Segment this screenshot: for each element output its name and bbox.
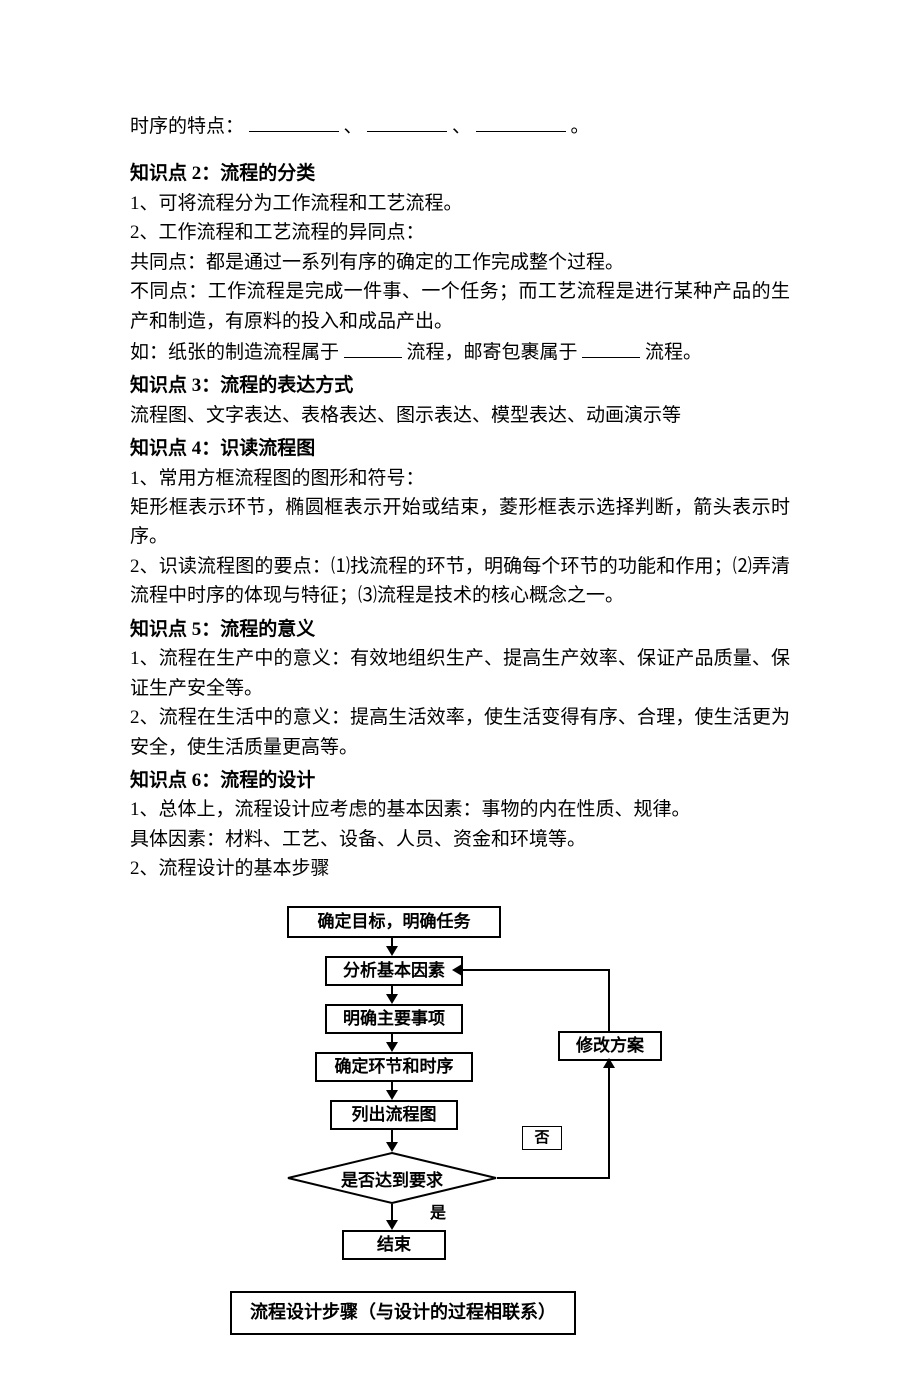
flow-node-end: 结束 — [342, 1230, 446, 1260]
kp4-line3: 2、识读流程图的要点：⑴找流程的环节，明确每个环节的功能和作用；⑵弄清流程中时序… — [130, 552, 790, 611]
document-page: 时序的特点： 、 、 。 知识点 2：流程的分类 1、可将流程分为工作流程和工艺… — [0, 0, 920, 1396]
sep-1: 、 — [344, 116, 363, 137]
arrow-2-head — [386, 994, 398, 1004]
flow-node-1-label: 确定目标，明确任务 — [318, 909, 471, 935]
kp2-line1: 1、可将流程分为工作流程和工艺流程。 — [130, 189, 790, 218]
kp6-heading: 知识点 6：流程的设计 — [130, 766, 790, 795]
blank-1[interactable] — [249, 110, 339, 132]
flow-node-3: 明确主要事项 — [325, 1004, 463, 1034]
flowchart-caption: 流程设计步骤（与设计的过程相联系） — [230, 1291, 576, 1335]
kp3-body: 流程图、文字表达、表格表达、图示表达、模型表达、动画演示等 — [130, 401, 790, 430]
blank-4[interactable] — [344, 336, 402, 358]
sep-2: 、 — [452, 116, 471, 137]
kp6-line2: 具体因素：材料、工艺、设备、人员、资金和环境等。 — [130, 825, 790, 854]
kp4-heading: 知识点 4：识读流程图 — [130, 434, 790, 463]
no-line-2 — [608, 1059, 610, 1179]
kp2-common: 共同点：都是通过一系列有序的确定的工作完成整个过程。 — [130, 248, 790, 277]
kp4-line2: 矩形框表示环节，椭圆框表示开始或结束，菱形框表示选择判断，箭头表示时序。 — [130, 493, 790, 552]
flow-node-end-label: 结束 — [377, 1232, 411, 1258]
blank-2[interactable] — [367, 110, 447, 132]
kp2-example: 如：纸张的制造流程属于 流程，邮寄包裹属于 流程。 — [130, 336, 790, 367]
kp2-diff: 不同点：工作流程是完成一件事、一个任务；而工艺流程是进行某种产品的生产和制造，有… — [130, 277, 790, 336]
kp2-heading: 知识点 2：流程的分类 — [130, 159, 790, 188]
blank-5[interactable] — [582, 336, 640, 358]
flow-decision-label: 是否达到要求 — [287, 1168, 497, 1194]
flow-node-4: 确定环节和时序 — [315, 1052, 473, 1082]
label-no-box: 否 — [522, 1126, 562, 1150]
flow-node-3-label: 明确主要事项 — [343, 1006, 445, 1032]
kp3-heading: 知识点 3：流程的表达方式 — [130, 371, 790, 400]
period-1: 。 — [571, 116, 590, 137]
no-line-3 — [608, 969, 610, 1031]
blank-3[interactable] — [476, 110, 566, 132]
kp5-line2: 2、流程在生活中的意义：提高生活效率，使生活变得有序、合理，使生活更为安全，使生… — [130, 703, 790, 762]
flow-node-1: 确定目标，明确任务 — [287, 906, 501, 938]
kp4-line1: 1、常用方框流程图的图形和符号： — [130, 464, 790, 493]
arrow-5-head — [386, 1142, 398, 1152]
kp2-eg-suffix: 流程。 — [645, 342, 702, 363]
flow-node-revise-label: 修改方案 — [576, 1033, 644, 1059]
kp2-eg-prefix: 如：纸张的制造流程属于 — [130, 342, 339, 363]
flow-node-4-label: 确定环节和时序 — [335, 1054, 454, 1080]
flowchart: 确定目标，明确任务 分析基本因素 明确主要事项 确定环节和时序 列出流程图 — [130, 906, 790, 1336]
no-line-4 — [460, 969, 610, 971]
arrow-1-head — [386, 946, 398, 956]
timing-features-line: 时序的特点： 、 、 。 — [130, 110, 790, 141]
arrow-3-head — [386, 1042, 398, 1052]
flowchart-caption-text: 流程设计步骤（与设计的过程相联系） — [250, 1302, 556, 1322]
no-line-1 — [497, 1177, 610, 1179]
arrow-into-revise — [603, 1058, 615, 1068]
arrow-yes-head — [386, 1220, 398, 1230]
arrow-back-head — [452, 964, 462, 976]
flow-node-2: 分析基本因素 — [325, 956, 463, 986]
label-no: 否 — [534, 1126, 549, 1149]
flow-node-5-label: 列出流程图 — [352, 1102, 437, 1128]
arrow-4-head — [386, 1090, 398, 1100]
kp5-line1: 1、流程在生产中的意义：有效地组织生产、提高生产效率、保证产品质量、保证生产安全… — [130, 644, 790, 703]
label-yes: 是 — [430, 1202, 446, 1227]
flow-node-5: 列出流程图 — [330, 1100, 458, 1130]
timing-prefix: 时序的特点： — [130, 116, 244, 137]
flow-node-revise: 修改方案 — [558, 1031, 662, 1061]
flow-node-2-label: 分析基本因素 — [343, 958, 445, 984]
kp2-line2: 2、工作流程和工艺流程的异同点： — [130, 218, 790, 247]
kp2-eg-mid: 流程，邮寄包裹属于 — [407, 342, 578, 363]
kp6-line1: 1、总体上，流程设计应考虑的基本因素：事物的内在性质、规律。 — [130, 795, 790, 824]
flow-decision: 是否达到要求 — [287, 1152, 497, 1204]
kp6-line3: 2、流程设计的基本步骤 — [130, 854, 790, 883]
kp5-heading: 知识点 5：流程的意义 — [130, 615, 790, 644]
